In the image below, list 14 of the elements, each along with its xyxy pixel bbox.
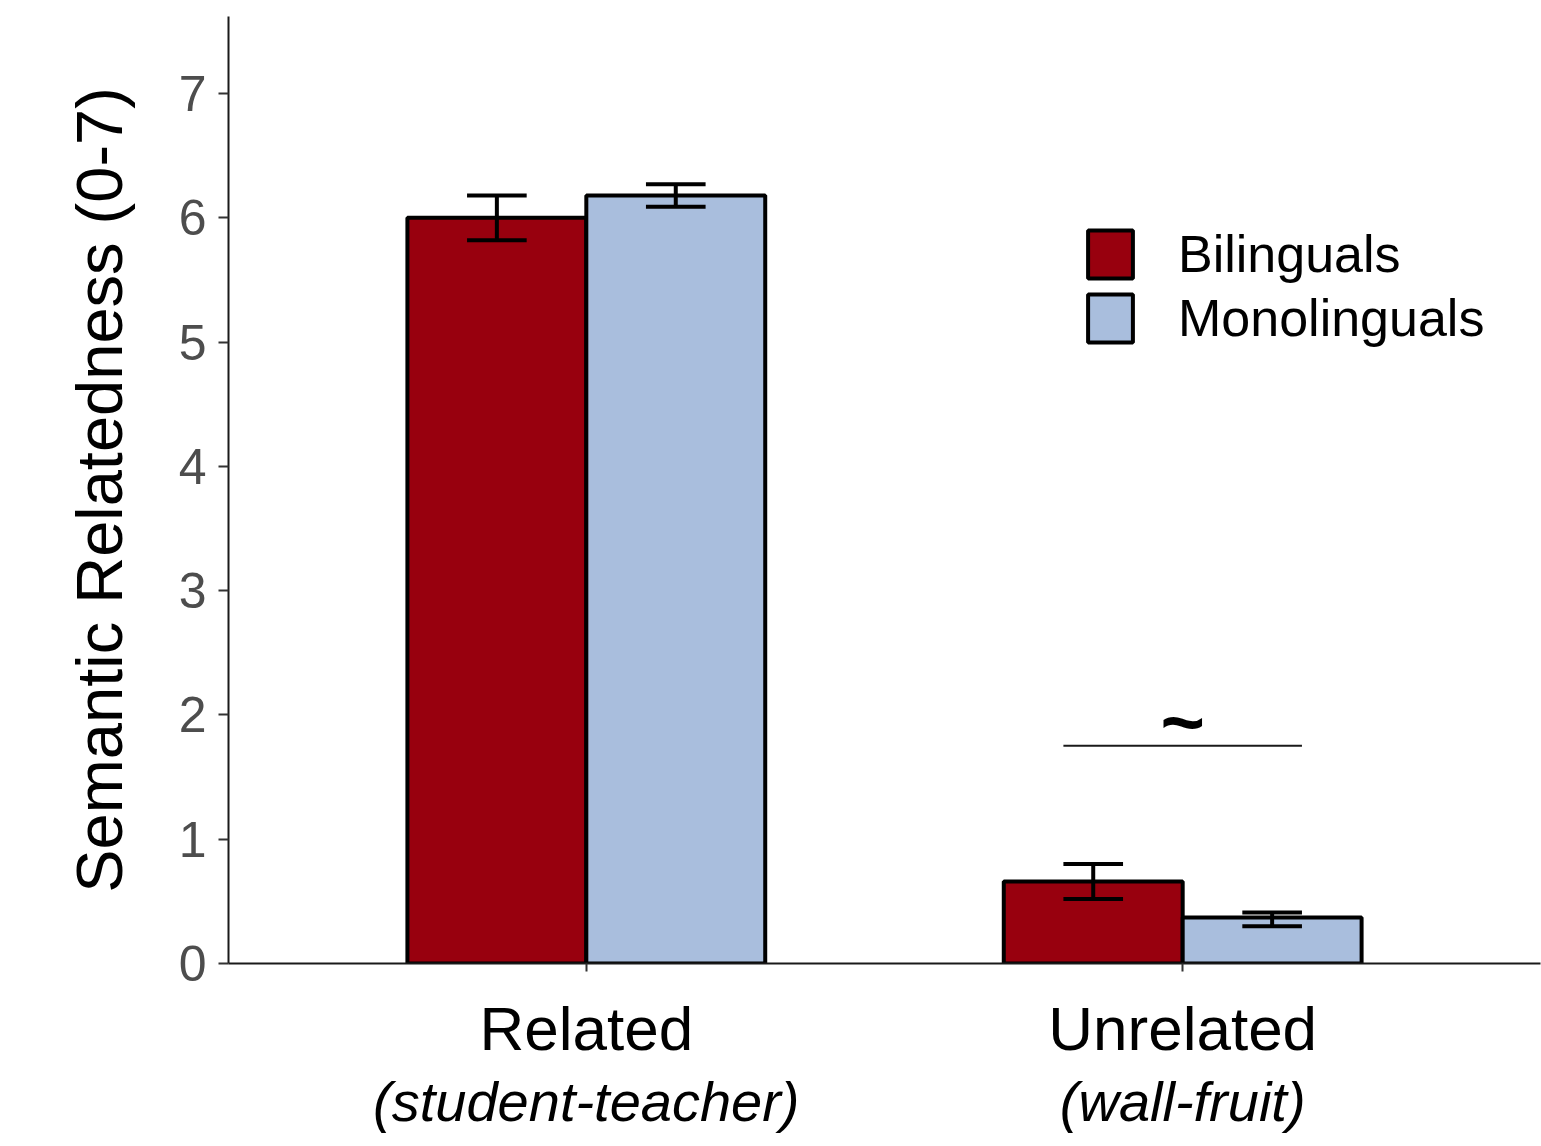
category-label: Unrelated (wall-fruit) [1048, 993, 1318, 1133]
y-tick-label: 7 [178, 66, 207, 123]
y-axis-title: Semantic Relatedness (0-7) [62, 87, 136, 893]
y-tick-label: 1 [178, 811, 207, 868]
y-tick-label: 2 [178, 687, 207, 744]
y-tick-label: 3 [178, 563, 207, 620]
legend-label: Monolinguals [1178, 288, 1485, 348]
y-tick-label: 6 [178, 190, 207, 247]
y-tick-label: 5 [178, 314, 207, 371]
annotation: ~ [1160, 679, 1205, 765]
y-tick-label: 4 [178, 438, 207, 495]
category-label: Related (student-teacher) [373, 993, 800, 1133]
y-tick-label: 0 [178, 936, 207, 992]
legend-label: Bilinguals [1178, 224, 1401, 284]
